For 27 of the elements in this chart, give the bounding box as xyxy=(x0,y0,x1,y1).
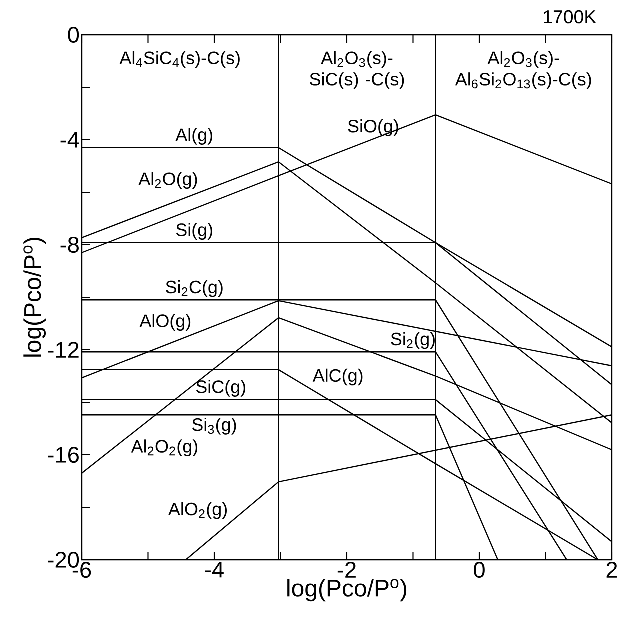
x-tick-label: -2 xyxy=(338,562,356,578)
annotation: Al$_{2}$O$_{3}$(s)-SiC(s) -C(s) xyxy=(310,51,404,90)
series-label: AlO(g) xyxy=(140,314,191,331)
series-label: Si(g) xyxy=(176,223,212,240)
y-tick-label: -12 xyxy=(48,342,79,358)
y-axis-title: log(Pco/P$^{o}$) xyxy=(24,238,46,357)
series-label: Al$_{2}$O(g) xyxy=(138,172,198,190)
x-tick-label: 2 xyxy=(606,562,617,578)
series-label: SiC(g) xyxy=(196,380,246,397)
legend-label: Al$_{2}$O$_{2}$(g) xyxy=(131,440,198,456)
series-label: Si$_{3}$(g) xyxy=(192,418,236,435)
x-tick-label: 0 xyxy=(474,562,485,578)
series-label: Al(g) xyxy=(176,128,212,145)
series-label: AlO$_{2}$(g) xyxy=(168,502,227,520)
series-label: AlC(g) xyxy=(312,368,363,386)
y-tick-label: -8 xyxy=(60,236,79,254)
annotation: Al$_{4}$SiC$_{4}$(s)-C(s) xyxy=(120,51,240,68)
y-tick-label: 0 xyxy=(68,26,80,44)
chart-title: 1700K xyxy=(544,10,596,24)
y-tick-label: -4 xyxy=(60,132,80,148)
text: Al$_{2}$O$_{3}$(s)- Al$_{6}$Si$_{2}$O$_{13}$(s)-C(s) xyxy=(455,51,592,90)
x-axis-title: log(Pco/P$^{o}$) xyxy=(288,579,407,602)
x-tick-label: -4 xyxy=(205,562,224,578)
series-label: Si$_{2}$(g) xyxy=(391,332,435,350)
series-label: SiO(g) xyxy=(348,120,398,136)
y-tick-label: -16 xyxy=(48,446,79,464)
series-label: Si$_{2}$C(g) xyxy=(166,280,223,298)
